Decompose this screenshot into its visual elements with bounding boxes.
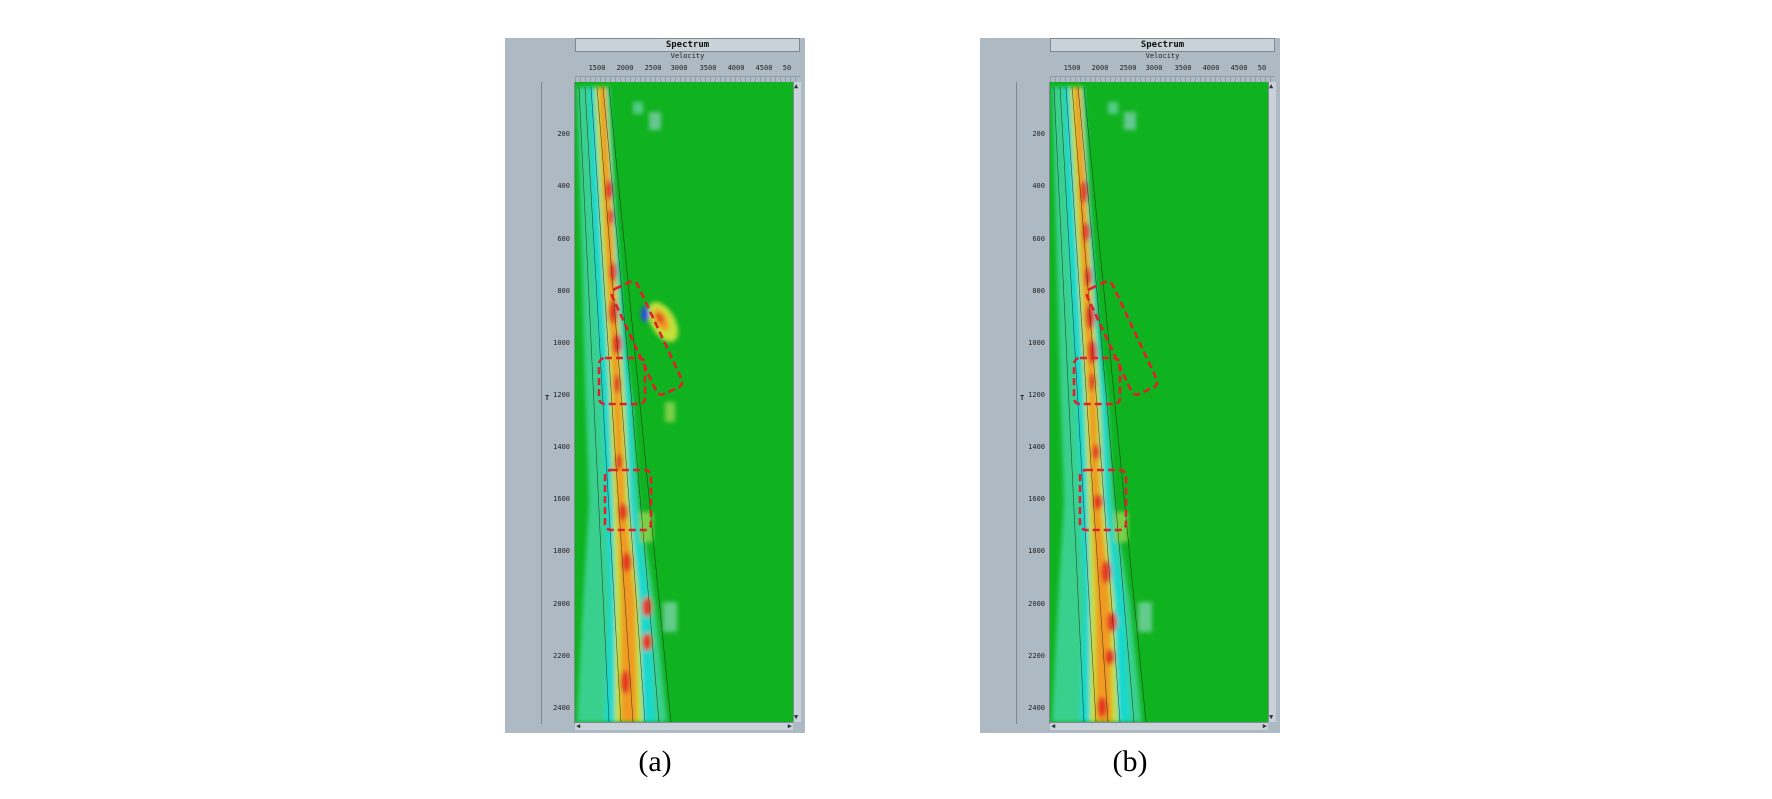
y-tick: 1000 (1028, 339, 1045, 347)
y-tick: 600 (1032, 235, 1045, 243)
y-tick: 600 (557, 235, 570, 243)
highlight-box-1650 (1078, 468, 1128, 532)
y-tick: 1400 (1028, 443, 1045, 451)
x-tick: 2500 (644, 64, 662, 72)
x-tick: 50 (782, 64, 792, 72)
x-ruler (1050, 76, 1275, 83)
y-axis: T 200 400 600 800 1000 1200 1400 1600 18… (1016, 82, 1050, 724)
semblance-panel-a: Spectrum Velocity 1500 2000 2500 3000 35… (505, 38, 805, 733)
y-tick: 1800 (553, 547, 570, 555)
x-tick: 3000 (1145, 64, 1163, 72)
scroll-up-icon[interactable]: ▲ (794, 82, 799, 90)
x-tick: 1500 (588, 64, 606, 72)
x-tick-labels: 1500 2000 2500 3000 3500 4000 4500 50 (1050, 64, 1275, 76)
semblance-plot[interactable] (1050, 82, 1268, 722)
x-axis-label: Velocity (670, 52, 705, 60)
x-tick: 2000 (616, 64, 634, 72)
semblance-panel-b: Spectrum Velocity 1500 2000 2500 3000 35… (980, 38, 1280, 733)
y-tick: 400 (1032, 182, 1045, 190)
y-tick: 1200 (553, 391, 570, 399)
scroll-down-icon[interactable]: ▼ (794, 713, 799, 721)
x-tick: 3500 (699, 64, 717, 72)
vertical-scrollbar[interactable]: ▲ ▼ (793, 82, 801, 722)
horizontal-scrollbar[interactable]: ◀ ▶ (575, 722, 793, 730)
y-tick: 200 (557, 130, 570, 138)
x-tick: 2000 (1091, 64, 1109, 72)
y-tick: 1400 (553, 443, 570, 451)
caption-a: (a) (638, 745, 672, 778)
x-tick: 4500 (1230, 64, 1248, 72)
y-tick: 2000 (553, 600, 570, 608)
y-axis: T 200 400 600 800 1000 1200 1400 1600 18… (541, 82, 575, 724)
scroll-right-icon[interactable]: ▶ (787, 722, 792, 730)
y-tick: 800 (557, 287, 570, 295)
y-tick: 1600 (1028, 495, 1045, 503)
y-axis-label: T (1020, 394, 1025, 402)
x-tick-labels: 1500 2000 2500 3000 3500 4000 4500 50 (575, 64, 800, 76)
y-tick: 1000 (553, 339, 570, 347)
y-tick: 1600 (553, 495, 570, 503)
scroll-up-icon[interactable]: ▲ (1269, 82, 1274, 90)
x-tick: 4000 (727, 64, 745, 72)
highlight-box-1200 (597, 356, 647, 406)
y-tick: 1200 (1028, 391, 1045, 399)
x-ruler (575, 76, 800, 83)
y-tick: 2400 (553, 704, 570, 712)
x-tick: 4500 (755, 64, 773, 72)
y-tick: 1800 (1028, 547, 1045, 555)
highlight-box-1650 (603, 468, 653, 532)
semblance-plot[interactable] (575, 82, 793, 722)
scroll-right-icon[interactable]: ▶ (1262, 722, 1267, 730)
y-tick: 2400 (1028, 704, 1045, 712)
highlight-box-anomaly (610, 280, 684, 396)
y-axis-label: T (545, 394, 550, 402)
y-tick: 2000 (1028, 600, 1045, 608)
highlight-box-anomaly (1085, 280, 1159, 396)
scroll-left-icon[interactable]: ◀ (1051, 722, 1056, 730)
y-tick: 2200 (553, 652, 570, 660)
scroll-left-icon[interactable]: ◀ (576, 722, 581, 730)
x-tick: 50 (1257, 64, 1267, 72)
window-title: Spectrum (575, 38, 800, 52)
x-tick: 2500 (1119, 64, 1137, 72)
x-axis-label: Velocity (1145, 52, 1180, 60)
y-tick: 400 (557, 182, 570, 190)
caption-b: (b) (1112, 745, 1148, 778)
x-tick: 4000 (1202, 64, 1220, 72)
y-tick: 800 (1032, 287, 1045, 295)
y-tick: 200 (1032, 130, 1045, 138)
x-tick: 3500 (1174, 64, 1192, 72)
horizontal-scrollbar[interactable]: ◀ ▶ (1050, 722, 1268, 730)
highlight-box-1200 (1072, 356, 1122, 406)
x-tick: 3000 (670, 64, 688, 72)
vertical-scrollbar[interactable]: ▲ ▼ (1268, 82, 1276, 722)
x-tick: 1500 (1063, 64, 1081, 72)
window-title: Spectrum (1050, 38, 1275, 52)
scroll-down-icon[interactable]: ▼ (1269, 713, 1274, 721)
y-tick: 2200 (1028, 652, 1045, 660)
